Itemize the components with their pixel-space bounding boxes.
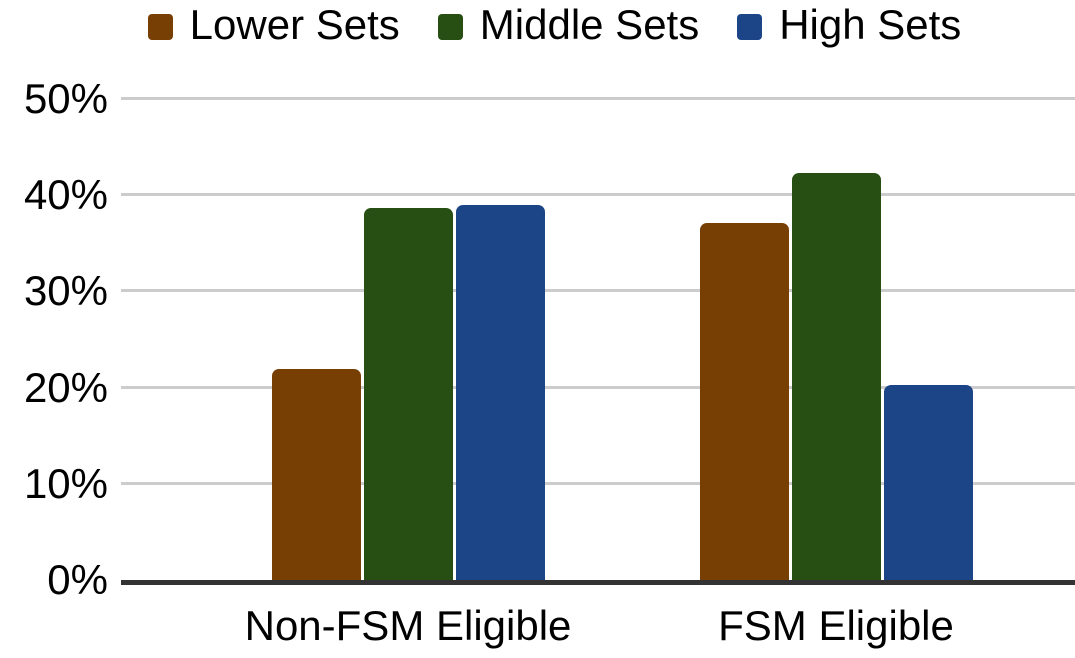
y-tick-label-10: 10% (23, 459, 108, 507)
legend-label: Middle Sets (479, 1, 700, 48)
x-axis-label-fsm-eligible: FSM Eligible (718, 602, 954, 649)
gridline-10 (121, 481, 1075, 485)
y-tick-label-0: 0% (47, 556, 108, 603)
bar-high-sets-fsm-eligible (884, 384, 973, 580)
gridline-30 (121, 289, 1075, 293)
gridline-20 (121, 385, 1075, 389)
plot-area (121, 97, 1075, 585)
y-tick-label-30: 30% (23, 267, 108, 315)
chart-legend: Lower Sets Middle Sets High Sets (0, 1, 1075, 49)
x-axis-labels: Non-FSM Eligible FSM Eligible (0, 602, 1075, 658)
bar-lower-sets-non-fsm-eligible (272, 369, 361, 580)
y-tick-label-20: 20% (23, 363, 108, 411)
bar-middle-sets-fsm-eligible (792, 173, 881, 580)
y-tick-label-40: 40% (23, 171, 108, 219)
legend-label: High Sets (779, 1, 962, 48)
legend-item-middle-sets: Middle Sets (437, 1, 700, 49)
bar-lower-sets-fsm-eligible (700, 223, 789, 580)
gridline-40 (121, 193, 1075, 197)
legend-item-high-sets: High Sets (737, 1, 961, 49)
bar-group-fsm-eligible (700, 99, 973, 580)
legend-item-lower-sets: Lower Sets (147, 1, 400, 49)
y-axis-labels: 0% 10% 20% 30% 40% 50% (0, 78, 108, 601)
gridline-50 (121, 97, 1075, 100)
bar-high-sets-non-fsm-eligible (456, 204, 545, 580)
legend-swatch-middle-sets (437, 13, 463, 40)
x-axis-label-non-fsm-eligible: Non-FSM Eligible (244, 602, 572, 649)
legend-label: Lower Sets (189, 1, 400, 48)
bar-group-non-fsm-eligible (272, 99, 545, 580)
bar-middle-sets-non-fsm-eligible (364, 207, 453, 580)
legend-swatch-high-sets (737, 13, 763, 40)
legend-swatch-lower-sets (147, 13, 173, 40)
y-tick-label-50: 50% (23, 75, 108, 122)
